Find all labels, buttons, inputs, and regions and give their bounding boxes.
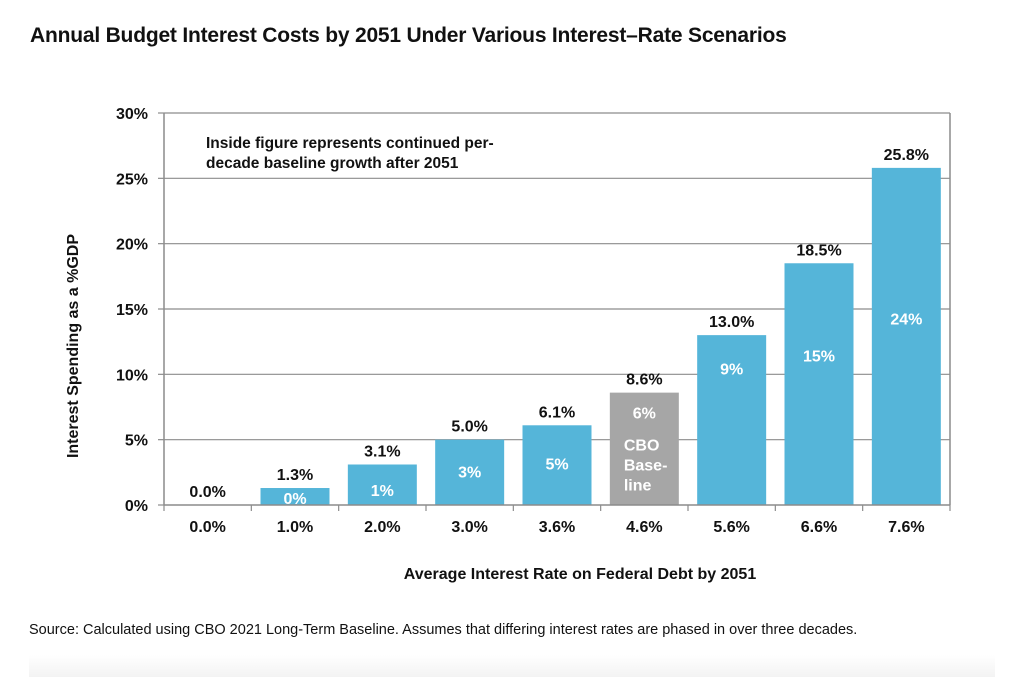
inside-label: 5% — [545, 457, 568, 474]
value-label: 6.1% — [539, 404, 575, 421]
inside-label: 15% — [803, 348, 835, 365]
bar-cbo-baseline — [609, 392, 679, 505]
value-label: 8.6% — [626, 372, 662, 389]
bar — [784, 263, 854, 505]
x-tick-label: 5.6% — [713, 519, 749, 536]
y-tick-label: 25% — [116, 171, 148, 188]
value-label: 1.3% — [277, 467, 313, 484]
bar — [522, 425, 592, 505]
inside-label: 1% — [371, 483, 394, 500]
value-label: 5.0% — [451, 419, 487, 436]
x-tick-label: 1.0% — [277, 519, 313, 536]
inside-label: 24% — [890, 312, 922, 329]
value-label: 18.5% — [796, 242, 841, 259]
x-tick-label: 7.6% — [888, 519, 924, 536]
annotation-line-1: Inside figure represents continued per- — [206, 135, 494, 152]
annotation-line-2: decade baseline growth after 2051 — [206, 155, 459, 172]
inside-label: 0% — [283, 491, 306, 508]
cbo-baseline-label: line — [624, 478, 652, 495]
value-label: 0.0% — [189, 484, 225, 501]
x-tick-label: 0.0% — [189, 519, 225, 536]
data-labels: 0.0% 1.3% 0% 3.1% 1% 5.0% 3% 6.1% 5% 8.6% 6% CBO Bas… — [189, 147, 929, 508]
footer-band — [29, 655, 995, 677]
source-note: Source: Calculated using CBO 2021 Long-T… — [29, 622, 858, 638]
y-axis-label: Interest Spending as a %GDP — [65, 234, 82, 458]
x-axis-label: Average Interest Rate on Federal Debt by… — [404, 566, 757, 583]
cbo-baseline-label: Base- — [624, 458, 668, 475]
y-tick-label: 0% — [125, 498, 148, 515]
inside-label: 3% — [458, 465, 481, 482]
y-axis-ticks: 0% 5% 10% 15% 20% 25% 30% — [116, 106, 164, 515]
chart-title: Annual Budget Interest Costs by 2051 Und… — [30, 24, 787, 47]
x-tick-label: 3.0% — [451, 519, 487, 536]
y-tick-label: 20% — [116, 237, 148, 254]
x-tick-label: 2.0% — [364, 519, 400, 536]
bar-chart: 0% 5% 10% 15% 20% 25% 30% 0.0% 1.0% 2.0% 3.0% 3.6%… — [65, 106, 951, 583]
x-tick-label: 6.6% — [801, 519, 837, 536]
x-tick-label: 4.6% — [626, 519, 662, 536]
y-tick-label: 30% — [116, 106, 148, 123]
axes — [163, 113, 951, 506]
bar — [435, 439, 505, 505]
value-label: 3.1% — [364, 443, 400, 460]
y-tick-label: 10% — [116, 367, 148, 384]
bar — [871, 167, 941, 505]
value-label: 13.0% — [709, 314, 754, 331]
bar — [260, 488, 330, 505]
bar — [347, 464, 417, 505]
x-axis-ticks: 0.0% 1.0% 2.0% 3.0% 3.6% 4.6% 5.6% 6.6% 7.6% — [163, 505, 951, 536]
value-label: 25.8% — [884, 147, 929, 164]
cbo-baseline-label: CBO — [624, 438, 660, 455]
inside-label: 9% — [720, 361, 743, 378]
inside-label: 6% — [633, 406, 656, 423]
bars — [260, 167, 941, 505]
x-tick-label: 3.6% — [539, 519, 575, 536]
bar — [697, 335, 767, 505]
y-tick-label: 15% — [116, 302, 148, 319]
y-tick-label: 5% — [125, 433, 148, 450]
